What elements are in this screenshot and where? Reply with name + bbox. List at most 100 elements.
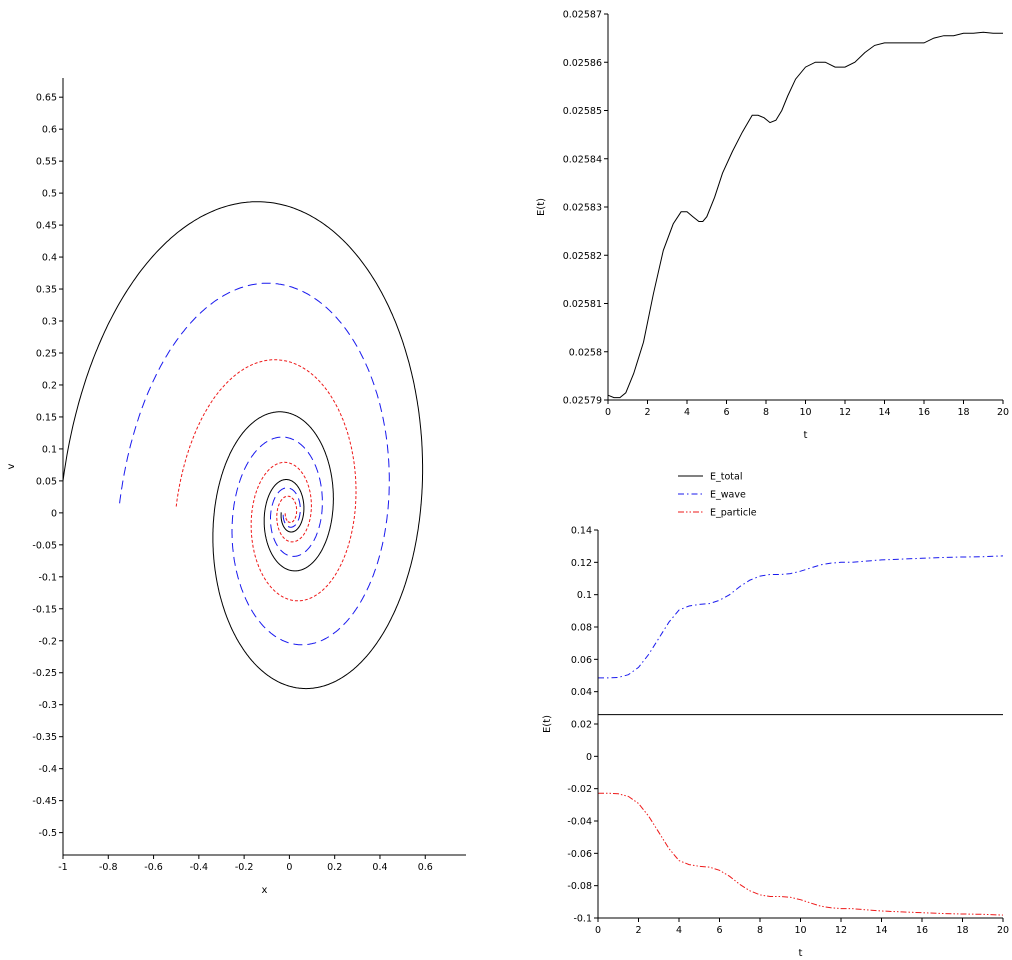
phase-portrait-chart: -1 -0.8 -0.6 -0.4 -0.2 0 0.2 0.4 0.6 0.65 0.6 0.55 0… (6, 78, 466, 896)
x-tick-label: 14 (878, 407, 890, 418)
x-tick-label: -0.4 (190, 862, 209, 873)
legend-label-e-particle: E_particle (710, 508, 757, 519)
y-tick-label: 0.08 (571, 623, 592, 634)
total-energy-chart: 0 2 4 6 8 10 12 14 16 18 20 0.02587 0.02586 0.02585 0.… (536, 10, 1009, 442)
y-tick-label: -0.1 (38, 572, 57, 583)
series-line-0-1 (119, 282, 390, 646)
y-tick-label: 0.02 (571, 720, 592, 731)
y-tick-label: -0.5 (38, 828, 57, 839)
x-tick-label: 0.2 (327, 862, 342, 873)
x-tick-label: -1 (58, 862, 67, 873)
x-tick-label: 4 (676, 925, 682, 936)
y-tick-label: -0.1 (573, 914, 592, 925)
x-tick-label: 8 (763, 407, 769, 418)
y-tick-label: 0.65 (36, 93, 57, 104)
x-tick-label: 12 (835, 925, 847, 936)
y-tick-label: -0.35 (32, 732, 57, 743)
x-tick-label: 4 (684, 407, 690, 418)
y-tick-label: 0 (51, 508, 57, 519)
energy-legend: E_total E_wave E_particle (678, 472, 757, 519)
y-tick-label: -0.05 (32, 540, 57, 551)
x-tick-label: 14 (875, 925, 887, 936)
series-line-1-0 (607, 31, 1003, 399)
series-line-0-2 (175, 359, 357, 602)
x-tick-label: 16 (918, 407, 930, 418)
energy-components-y-label: E(t) (542, 715, 553, 733)
y-tick-label: -0.08 (567, 881, 592, 892)
energy-components-x-label: t (799, 948, 803, 959)
energy-components-chart: 0 2 4 6 8 10 12 14 16 18 20 0.14 0.12 0.1 0.08 0.06 0.04… (542, 472, 1009, 960)
x-tick-label: 20 (997, 925, 1009, 936)
y-tick-label: 0.1 (42, 444, 57, 455)
x-tick-label: 10 (799, 407, 811, 418)
y-tick-label: 0.06 (571, 655, 592, 666)
y-tick-label: 0.14 (571, 526, 592, 537)
y-tick-label: -0.25 (32, 668, 57, 679)
y-tick-label: 0.5 (42, 189, 57, 200)
phase-portrait-ticks: -1 -0.8 -0.6 -0.4 -0.2 0 0.2 0.4 0.6 0.65 0.6 0.55 0… (32, 93, 432, 873)
y-tick-label: 0.1 (577, 590, 592, 601)
legend-label-e-wave: E_wave (710, 490, 746, 501)
y-tick-label: 0.25 (36, 348, 57, 359)
total-energy-series (607, 31, 1003, 399)
y-tick-label: 0.12 (571, 558, 592, 569)
energy-components-ticks: 0 2 4 6 8 10 12 14 16 18 20 0.14 0.12 0.1 0.08 0.06 0.04… (567, 526, 1009, 937)
y-tick-label: 0.2 (42, 380, 57, 391)
y-tick-label: 0.02581 (563, 299, 602, 310)
x-tick-label: 2 (644, 407, 650, 418)
x-tick-label: 6 (723, 407, 729, 418)
x-tick-label: 0.6 (418, 862, 433, 873)
x-tick-label: -0.6 (144, 862, 163, 873)
y-tick-label: 0.15 (36, 412, 57, 423)
energy-components-series (598, 555, 1004, 916)
series-line-2-2 (598, 792, 1004, 916)
x-tick-label: 12 (839, 407, 851, 418)
x-tick-label: 8 (757, 925, 763, 936)
y-tick-label: -0.2 (38, 636, 57, 647)
x-tick-label: -0.8 (99, 862, 118, 873)
x-tick-label: 16 (916, 925, 928, 936)
total-energy-y-label: E(t) (536, 198, 547, 216)
y-tick-label: 0.02584 (563, 154, 602, 165)
y-tick-label: 0.02579 (563, 396, 602, 407)
y-tick-label: 0.3 (42, 317, 57, 328)
x-tick-label: -0.2 (235, 862, 254, 873)
phase-portrait-series (62, 201, 424, 690)
total-energy-x-label: t (804, 430, 808, 441)
y-tick-label: 0.02586 (563, 58, 602, 69)
x-tick-label: 0 (595, 925, 601, 936)
x-tick-label: 2 (635, 925, 641, 936)
y-tick-label: 0.02585 (563, 106, 602, 117)
y-tick-label: -0.02 (567, 784, 592, 795)
x-tick-label: 6 (716, 925, 722, 936)
x-tick-label: 18 (957, 407, 969, 418)
y-tick-label: 0.4 (42, 253, 57, 264)
y-tick-label: 0 (586, 752, 592, 763)
series-line-2-1 (598, 555, 1004, 679)
y-tick-label: 0.02582 (563, 251, 602, 262)
x-tick-label: 0 (286, 862, 292, 873)
y-tick-label: -0.3 (38, 700, 57, 711)
y-tick-label: 0.35 (36, 285, 57, 296)
x-tick-label: 20 (997, 407, 1009, 418)
y-tick-label: 0.02583 (563, 203, 602, 214)
y-tick-label: 0.45 (36, 221, 57, 232)
x-tick-label: 0 (605, 407, 611, 418)
x-tick-label: 0.4 (372, 862, 387, 873)
x-tick-label: 10 (794, 925, 806, 936)
y-tick-label: -0.15 (32, 604, 57, 615)
x-tick-label: 18 (956, 925, 968, 936)
total-energy-ticks: 0 2 4 6 8 10 12 14 16 18 20 0.02587 0.02586 0.02585 0.… (563, 10, 1009, 419)
y-tick-label: -0.04 (567, 817, 592, 828)
y-tick-label: -0.4 (38, 764, 57, 775)
legend-label-e-total: E_total (710, 472, 742, 483)
y-tick-label: 0.55 (36, 157, 57, 168)
y-tick-label: -0.06 (567, 849, 592, 860)
y-tick-label: 0.05 (36, 476, 57, 487)
series-line-0-0 (62, 201, 424, 690)
y-tick-label: 0.04 (571, 687, 592, 698)
y-tick-label: 0.02587 (563, 10, 602, 21)
y-tick-label: 0.6 (42, 125, 57, 136)
